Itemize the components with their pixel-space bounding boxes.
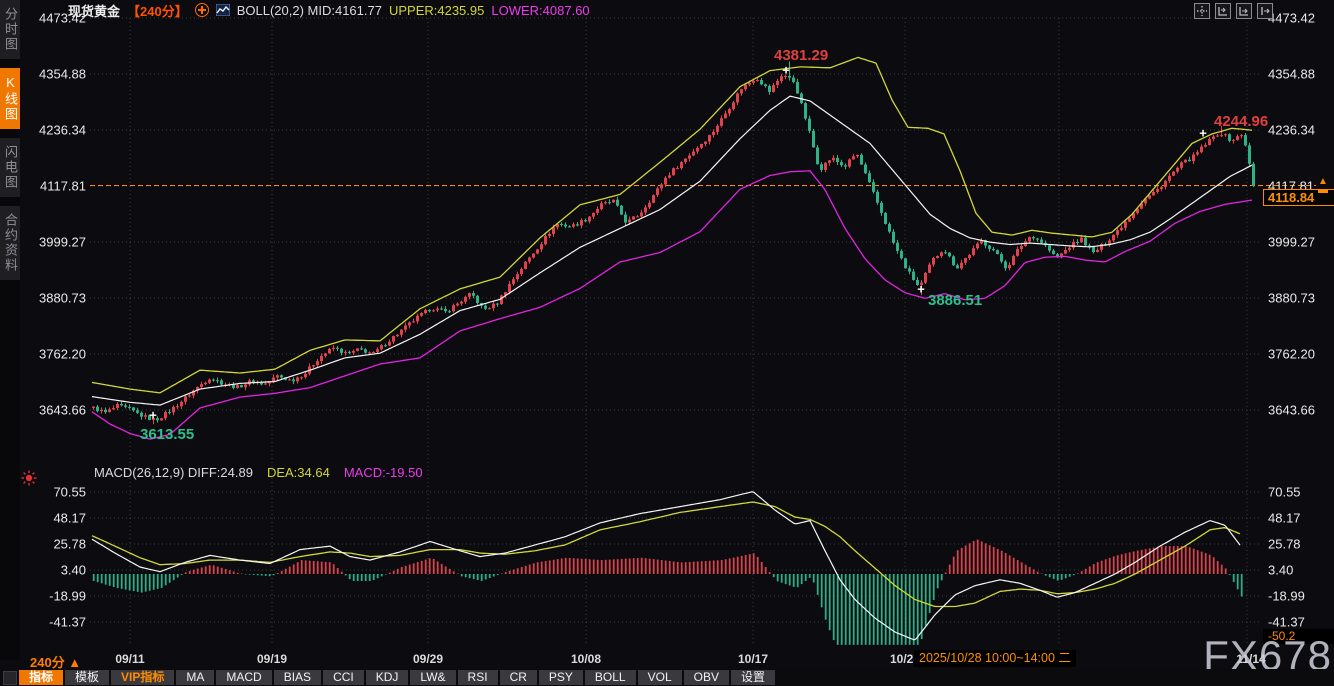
price-axis-label-left: 4354.88 bbox=[39, 66, 86, 82]
boll-lower-label: LOWER:4087.60 bbox=[491, 2, 590, 18]
macd-axis-label-left: -18.99 bbox=[49, 588, 86, 604]
x-axis-label-last: 11/14 bbox=[1236, 652, 1266, 666]
annotation-recent-high: 4244.96 bbox=[1214, 113, 1269, 130]
toolbar-button-MA[interactable]: MA bbox=[176, 670, 215, 685]
toolbar-button-模板[interactable]: 模板 bbox=[65, 670, 110, 685]
macd-axis-label-left: 25.78 bbox=[53, 536, 86, 552]
macd-axis-label-right: 70.55 bbox=[1268, 484, 1301, 500]
marker-cross-swing-low: + bbox=[917, 281, 925, 297]
toolbar-button-CR[interactable]: CR bbox=[499, 670, 537, 685]
chart-thumbnail-icon[interactable] bbox=[215, 4, 230, 16]
alarm-icon[interactable]: ▲ ▬ bbox=[1318, 176, 1328, 196]
sidebar-item-4[interactable]: 合约资料 bbox=[0, 206, 20, 280]
x-axis-label: 09/29 bbox=[412, 652, 444, 666]
price-axis-label-right: 4354.88 bbox=[1268, 66, 1315, 82]
last-price-box: 4118.84 bbox=[1263, 189, 1334, 206]
marker-cross-high: + bbox=[782, 62, 790, 78]
price-axis-label-right: 3643.66 bbox=[1268, 402, 1315, 418]
sidebar-item-2[interactable]: K线图 bbox=[0, 68, 20, 129]
price-axis-label-left: 3880.73 bbox=[39, 290, 86, 306]
macd-axis-label-right: -18.99 bbox=[1268, 588, 1305, 604]
annotation-swing-low: 3886.51 bbox=[928, 292, 983, 309]
period-badge: 【240分】 bbox=[127, 3, 188, 19]
boll-upper-label: UPPER:4235.95 bbox=[388, 2, 485, 18]
macd-axis-label-right: 3.40 bbox=[1268, 562, 1294, 578]
price-axis-label-left: 4473.42 bbox=[39, 10, 86, 26]
price-axis-label-left: 3999.27 bbox=[39, 234, 86, 250]
toolbar-button-CCI[interactable]: CCI bbox=[323, 670, 364, 685]
macd-axis-label-left: -41.37 bbox=[49, 614, 86, 630]
pan-axes-icon[interactable] bbox=[1236, 3, 1252, 19]
annotation-period-high: 4381.29 bbox=[774, 47, 829, 64]
crosshair-icon[interactable] bbox=[1194, 3, 1210, 19]
macd-dea-label: DEA:34.64 bbox=[266, 465, 330, 480]
toolbar-button-OBV[interactable]: OBV bbox=[683, 670, 729, 685]
price-axis-label-left: 4117.81 bbox=[39, 178, 86, 194]
macd-value-label: MACD:-19.50 bbox=[343, 465, 423, 480]
x-axis-label: 10/08 bbox=[570, 652, 602, 666]
toolbar-button-BIAS[interactable]: BIAS bbox=[273, 670, 322, 685]
x-axis-row: 240分 ▲ 09/11 09/19 09/29 10/08 10/17 10/27 11/… bbox=[0, 650, 1334, 670]
macd-axis-label-right: 25.78 bbox=[1268, 536, 1301, 552]
toolbar-button-RSI[interactable]: RSI bbox=[457, 670, 498, 685]
toolbar-corner-button[interactable] bbox=[3, 670, 17, 685]
macd-axis-label-left: 70.55 bbox=[53, 484, 86, 500]
price-axis-label-right: 4236.34 bbox=[1268, 122, 1315, 138]
toolbar-button-MACD[interactable]: MACD bbox=[216, 670, 272, 685]
price-axis-label-right: 4473.42 bbox=[1268, 10, 1315, 26]
price-axis-label-right: 3999.27 bbox=[1268, 234, 1315, 250]
macd-axis-label-left: 3.40 bbox=[60, 562, 86, 578]
sidebar-item-1[interactable]: 分时图 bbox=[0, 0, 20, 59]
macd-axis-label-left: 48.17 bbox=[53, 510, 86, 526]
toolbar-button-设置[interactable]: 设置 bbox=[730, 670, 775, 685]
macd-axis-label-right: 48.17 bbox=[1268, 510, 1301, 526]
price-axis-label-left: 4236.34 bbox=[39, 122, 86, 138]
toolbar-button-KDJ[interactable]: KDJ bbox=[365, 670, 409, 685]
toolbar-button-BOLL[interactable]: BOLL bbox=[584, 670, 636, 685]
toolbar-button-LW&[interactable]: LW& bbox=[410, 670, 456, 685]
toolbar-button-VIP指标[interactable]: VIP指标 bbox=[111, 670, 175, 685]
boll-mid-label: BOLL(20,2) MID:4161.77 bbox=[236, 2, 382, 18]
macd-diff-label: MACD(26,12,9) DIFF:24.89 bbox=[94, 465, 253, 480]
toolbar-button-PSY[interactable]: PSY bbox=[538, 670, 583, 685]
chart-tool-icons bbox=[1194, 3, 1273, 19]
macd-value-box: -50.2 bbox=[1263, 629, 1334, 644]
sidebar-item-3[interactable]: 闪电图 bbox=[0, 138, 20, 197]
price-axis-label-left: 3643.66 bbox=[39, 402, 86, 418]
macd-axis-label-right: -41.37 bbox=[1268, 614, 1305, 630]
symbol-name: 现货黄金 bbox=[68, 3, 121, 19]
x-axis-label: 10/17 bbox=[737, 652, 769, 666]
x-axis-label: 09/11 bbox=[115, 652, 145, 666]
marker-cross-recent-high: + bbox=[1199, 125, 1207, 141]
goto-latest-icon[interactable] bbox=[1257, 3, 1273, 19]
price-axis-label-right: 3762.20 bbox=[1268, 346, 1315, 362]
x-axis-label: 10/27 bbox=[889, 652, 921, 666]
annotation-period-low: 3613.55 bbox=[140, 426, 195, 443]
macd-header: MACD(26,12,9) DIFF:24.89 DEA:34.64 MACD:… bbox=[94, 465, 423, 480]
chart-mode-sidebar: 分时图 K线图闪电图合约资料 bbox=[0, 0, 20, 660]
x-axis-label: 09/19 bbox=[256, 652, 288, 666]
marker-cross-period-low: + bbox=[149, 407, 157, 423]
price-axis-label-left: 3762.20 bbox=[39, 346, 86, 362]
indicator-toolbar: 指标 模板 VIP指标 MA MACD BIAS CCI KDJ LW& RSI CR PSY BOLL… bbox=[0, 669, 1334, 686]
live-indicator-icon bbox=[21, 470, 37, 486]
toolbar-button-指标[interactable]: 指标 bbox=[19, 670, 64, 685]
fit-axes-icon[interactable] bbox=[1215, 3, 1231, 19]
chart-header: 现货黄金 【240分】 BOLL(20,2) MID:4161.77 UPPER… bbox=[68, 2, 590, 19]
bar-date-tooltip: 2025/10/28 10:00~14:00 二 bbox=[914, 650, 1076, 667]
plus-circle-icon[interactable] bbox=[194, 3, 209, 17]
price-axis-label-right: 3880.73 bbox=[1268, 290, 1315, 306]
toolbar-button-VOL[interactable]: VOL bbox=[637, 670, 682, 685]
period-selector[interactable]: 240分 ▲ bbox=[30, 655, 82, 670]
